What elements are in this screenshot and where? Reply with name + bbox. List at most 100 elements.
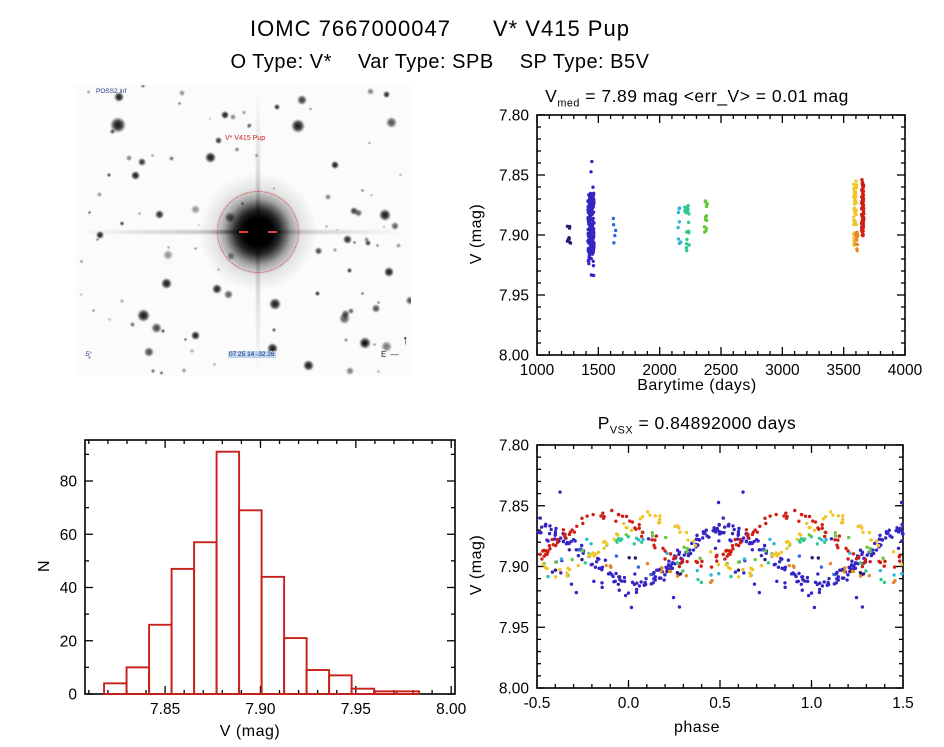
data-point — [540, 557, 544, 561]
data-point — [666, 563, 671, 567]
data-point — [546, 574, 550, 579]
star — [96, 237, 100, 241]
y-tick-label: 40 — [60, 580, 78, 597]
y-tick-label: 7.80 — [499, 108, 530, 125]
data-point — [879, 577, 883, 582]
data-point — [847, 565, 851, 570]
data-point — [589, 542, 593, 546]
y-tick-label: 7.85 — [499, 498, 529, 515]
data-point — [854, 186, 859, 190]
data-point — [881, 556, 885, 560]
scale-annotation: .5° — [84, 351, 93, 358]
data-point — [852, 208, 856, 212]
data-point — [572, 530, 577, 534]
data-point — [566, 238, 570, 242]
star — [391, 222, 400, 230]
data-point — [640, 514, 645, 519]
data-point — [793, 508, 797, 513]
page-title-id: IOMC 7667000047 — [250, 16, 451, 41]
data-point — [805, 575, 810, 580]
data-point — [854, 183, 859, 187]
data-point — [612, 241, 616, 245]
data-point — [590, 241, 594, 245]
data-point — [681, 569, 685, 573]
star — [335, 228, 339, 232]
data-point — [636, 565, 641, 569]
star — [88, 356, 92, 360]
data-point — [565, 540, 570, 545]
data-point — [677, 206, 681, 211]
data-point — [639, 540, 644, 544]
data-point — [668, 569, 673, 574]
star — [272, 328, 276, 332]
data-point — [688, 551, 693, 556]
data-point — [749, 566, 753, 570]
data-point — [658, 517, 662, 522]
data-point — [574, 590, 579, 595]
data-point — [625, 525, 629, 530]
data-point — [634, 590, 639, 595]
timeseries-x-axis-label: Barytime (days) — [637, 377, 757, 394]
data-point — [682, 545, 686, 549]
star — [325, 224, 329, 228]
data-point — [808, 525, 812, 530]
data-point — [818, 581, 822, 585]
data-point — [613, 233, 617, 238]
data-point — [700, 559, 704, 564]
data-point — [824, 537, 828, 542]
data-point — [756, 539, 760, 543]
data-point — [864, 569, 868, 573]
data-point — [807, 533, 811, 537]
data-point — [771, 553, 776, 557]
star — [354, 209, 363, 217]
data-point — [570, 557, 574, 562]
data-point — [763, 516, 767, 521]
data-point — [622, 575, 627, 580]
star — [375, 243, 379, 247]
phase-x-axis-label: phase — [673, 719, 721, 736]
star — [309, 107, 312, 111]
data-point — [684, 246, 689, 250]
data-point — [685, 550, 689, 554]
coordinates-annotation: 07 25 14 -32 26 — [228, 351, 276, 358]
data-point — [561, 528, 566, 532]
star — [154, 209, 164, 219]
x-tick-label: 7.85 — [150, 701, 180, 718]
y-tick-label: 7.90 — [499, 559, 530, 576]
star — [229, 114, 236, 121]
star — [160, 371, 164, 375]
histogram-bar — [350, 687, 376, 695]
data-point — [899, 562, 904, 567]
data-point — [649, 582, 653, 586]
data-point — [558, 490, 562, 494]
data-point — [646, 537, 651, 541]
star — [346, 267, 353, 273]
data-point — [541, 549, 545, 553]
data-point — [860, 229, 864, 234]
star — [110, 117, 126, 133]
data-point — [714, 555, 718, 559]
data-point — [742, 557, 747, 561]
data-point — [633, 556, 638, 560]
data-point — [797, 554, 802, 558]
data-point — [854, 179, 858, 183]
data-point — [635, 581, 639, 585]
data-point — [589, 250, 593, 255]
page-subtitle: O Type: V* Var Type: SPB SP Type: B5V — [0, 51, 880, 74]
data-point — [705, 202, 709, 206]
histogram-bar — [215, 450, 241, 695]
data-point — [686, 538, 690, 542]
star — [314, 247, 323, 255]
data-point — [639, 580, 643, 584]
data-point — [834, 572, 839, 576]
data-point — [677, 605, 682, 609]
data-point — [803, 514, 808, 518]
data-point — [874, 539, 879, 543]
data-point — [554, 526, 558, 531]
star — [346, 367, 355, 376]
star — [382, 225, 386, 229]
data-point — [676, 225, 680, 230]
target-crosshair-left — [239, 231, 248, 233]
data-point — [663, 557, 667, 561]
